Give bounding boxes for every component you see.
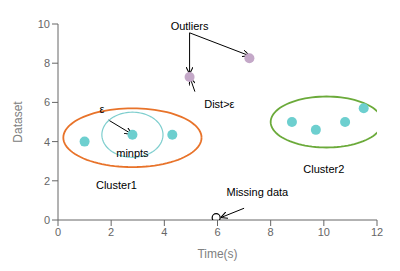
svg-text:0: 0	[44, 214, 50, 226]
svg-text:6: 6	[214, 226, 220, 238]
svg-text:12: 12	[371, 226, 383, 238]
svg-text:minpts: minpts	[116, 147, 149, 159]
svg-text:4: 4	[44, 136, 50, 148]
svg-text:Dataset: Dataset	[11, 101, 25, 143]
svg-text:ε: ε	[100, 103, 105, 115]
svg-text:4: 4	[161, 226, 167, 238]
svg-text:Cluster1: Cluster1	[96, 179, 137, 191]
svg-text:8: 8	[268, 226, 274, 238]
svg-text:2: 2	[108, 226, 114, 238]
svg-text:6: 6	[44, 96, 50, 108]
svg-text:0: 0	[55, 226, 61, 238]
svg-text:Outliers: Outliers	[171, 20, 209, 32]
svg-text:Dist>ε: Dist>ε	[204, 98, 234, 110]
svg-text:Time(s): Time(s)	[197, 247, 237, 261]
svg-text:8: 8	[44, 57, 50, 69]
svg-text:2: 2	[44, 175, 50, 187]
svg-text:Cluster2: Cluster2	[303, 163, 344, 175]
svg-text:Missing data: Missing data	[226, 186, 289, 198]
svg-text:10: 10	[318, 226, 330, 238]
svg-text:10: 10	[38, 18, 50, 30]
